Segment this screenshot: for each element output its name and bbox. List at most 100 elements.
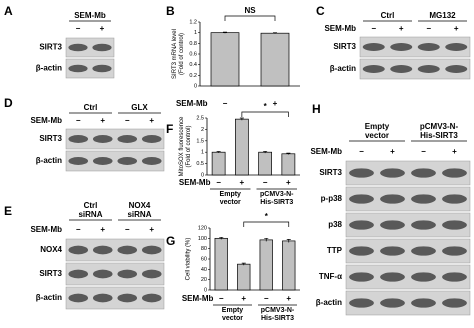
lane-sign: + [100,225,105,234]
y-tick-label: 0 [194,83,197,89]
lane-sign: − [371,24,376,33]
lane-sign: + [149,225,154,234]
group-label: vector [365,131,389,140]
error-bar [273,32,277,34]
row-label: TTP [327,246,343,255]
bar [260,32,290,87]
blot-strip [65,128,165,150]
blot-band [117,157,138,165]
category-sign: + [240,178,245,187]
blot-band [68,157,89,165]
blot-band [380,298,405,308]
lane-sign: + [100,116,105,125]
group-label: Ctrl [381,11,395,20]
group-label: Ctrl [84,103,98,112]
category-sign: − [264,294,269,303]
panel-letter: H [312,102,321,116]
error-bar [219,236,224,240]
y-tick-label: 0.8 [189,41,197,47]
bar [259,239,273,291]
lane-sign: + [100,24,105,33]
row-label: β-actin [316,298,342,307]
category-sign: − [223,99,228,108]
blot-band [411,220,436,230]
treatment-label: SEM-Mb [176,99,208,108]
error-bar [216,151,221,153]
blot-band [442,220,467,230]
blot-band [349,168,374,178]
y-tick-label: 60 [201,256,207,262]
y-tick-label: 0.6 [189,51,197,57]
blot-band [417,65,440,73]
blot-band [117,293,138,303]
treatment-label: SEM-Mb [30,225,62,234]
panel-letter: G [166,234,175,248]
y-axis-label: SIRT3 mRNA level [172,29,178,79]
lane-sign: + [399,24,404,33]
y-tick-label: 120 [198,225,207,231]
lane-sign: − [76,24,81,33]
blot-band [68,269,89,279]
row-label: SIRT3 [39,134,62,143]
group-label: pCMV3-N- [420,122,459,131]
row-label: SIRT3 [333,42,356,51]
blot-band [390,43,413,51]
lane-sign: + [454,24,459,33]
y-tick-label: 0.5 [196,161,204,167]
error-bar [264,237,269,242]
blot-strip [65,286,165,310]
y-axis-label: MitoSOX fluorescence [179,116,185,176]
row-label: β-actin [36,156,62,165]
group-label: vector [220,199,241,206]
blot-band [117,269,138,279]
y-tick-label: 20 [201,277,207,283]
blot-band [68,43,88,52]
row-label: SIRT3 [39,43,62,52]
group-label: His-SIRT3 [420,131,458,140]
row-label: NOX4 [40,245,62,254]
panel-letter: F [166,122,173,136]
y-tick-label: 1.5 [196,138,204,144]
treatment-label: SEM-Mb [179,178,211,187]
y-axis-label: Cell viability (%) [186,238,192,281]
y-tick-label: 40 [201,267,207,273]
significance-label: * [264,102,268,111]
group-label: pCMV3-N- [260,191,294,198]
blot-band [68,135,89,143]
blot-band [380,220,405,230]
group-label: siRNA [78,210,102,219]
blot-band [349,272,374,282]
group-label: Ctrl [84,201,98,210]
category-sign: − [216,178,221,187]
bar [214,237,228,291]
blot-band [411,168,436,178]
blot-strip [359,36,471,58]
group-label: pCMV3-N- [261,307,295,314]
blot-band [141,245,162,255]
group-label: MG132 [429,11,456,20]
row-label: p-p38 [321,194,343,203]
lane-sign: − [76,116,81,125]
category-sign: − [219,294,224,303]
blot-band [141,293,162,303]
lane-sign: − [125,225,130,234]
blot-band [380,194,405,204]
blot-band [417,43,440,51]
blot-band [68,245,89,255]
blot-band [141,135,162,143]
blot-band [380,246,405,256]
blot-band [92,245,113,255]
category-sign: + [241,294,246,303]
lane-sign: + [390,147,395,156]
y-tick-label: 0.4 [189,62,197,68]
row-label: p38 [328,220,342,229]
bar [258,151,272,176]
blot-strip [359,58,471,80]
y-axis-label: (Fold of control) [179,33,185,75]
blot-band [349,220,374,230]
blot-band [349,298,374,308]
group-label: GLX [131,103,148,112]
blot-band [92,293,113,303]
group-label: SEM-Mb [74,11,106,20]
blot-band [442,194,467,204]
